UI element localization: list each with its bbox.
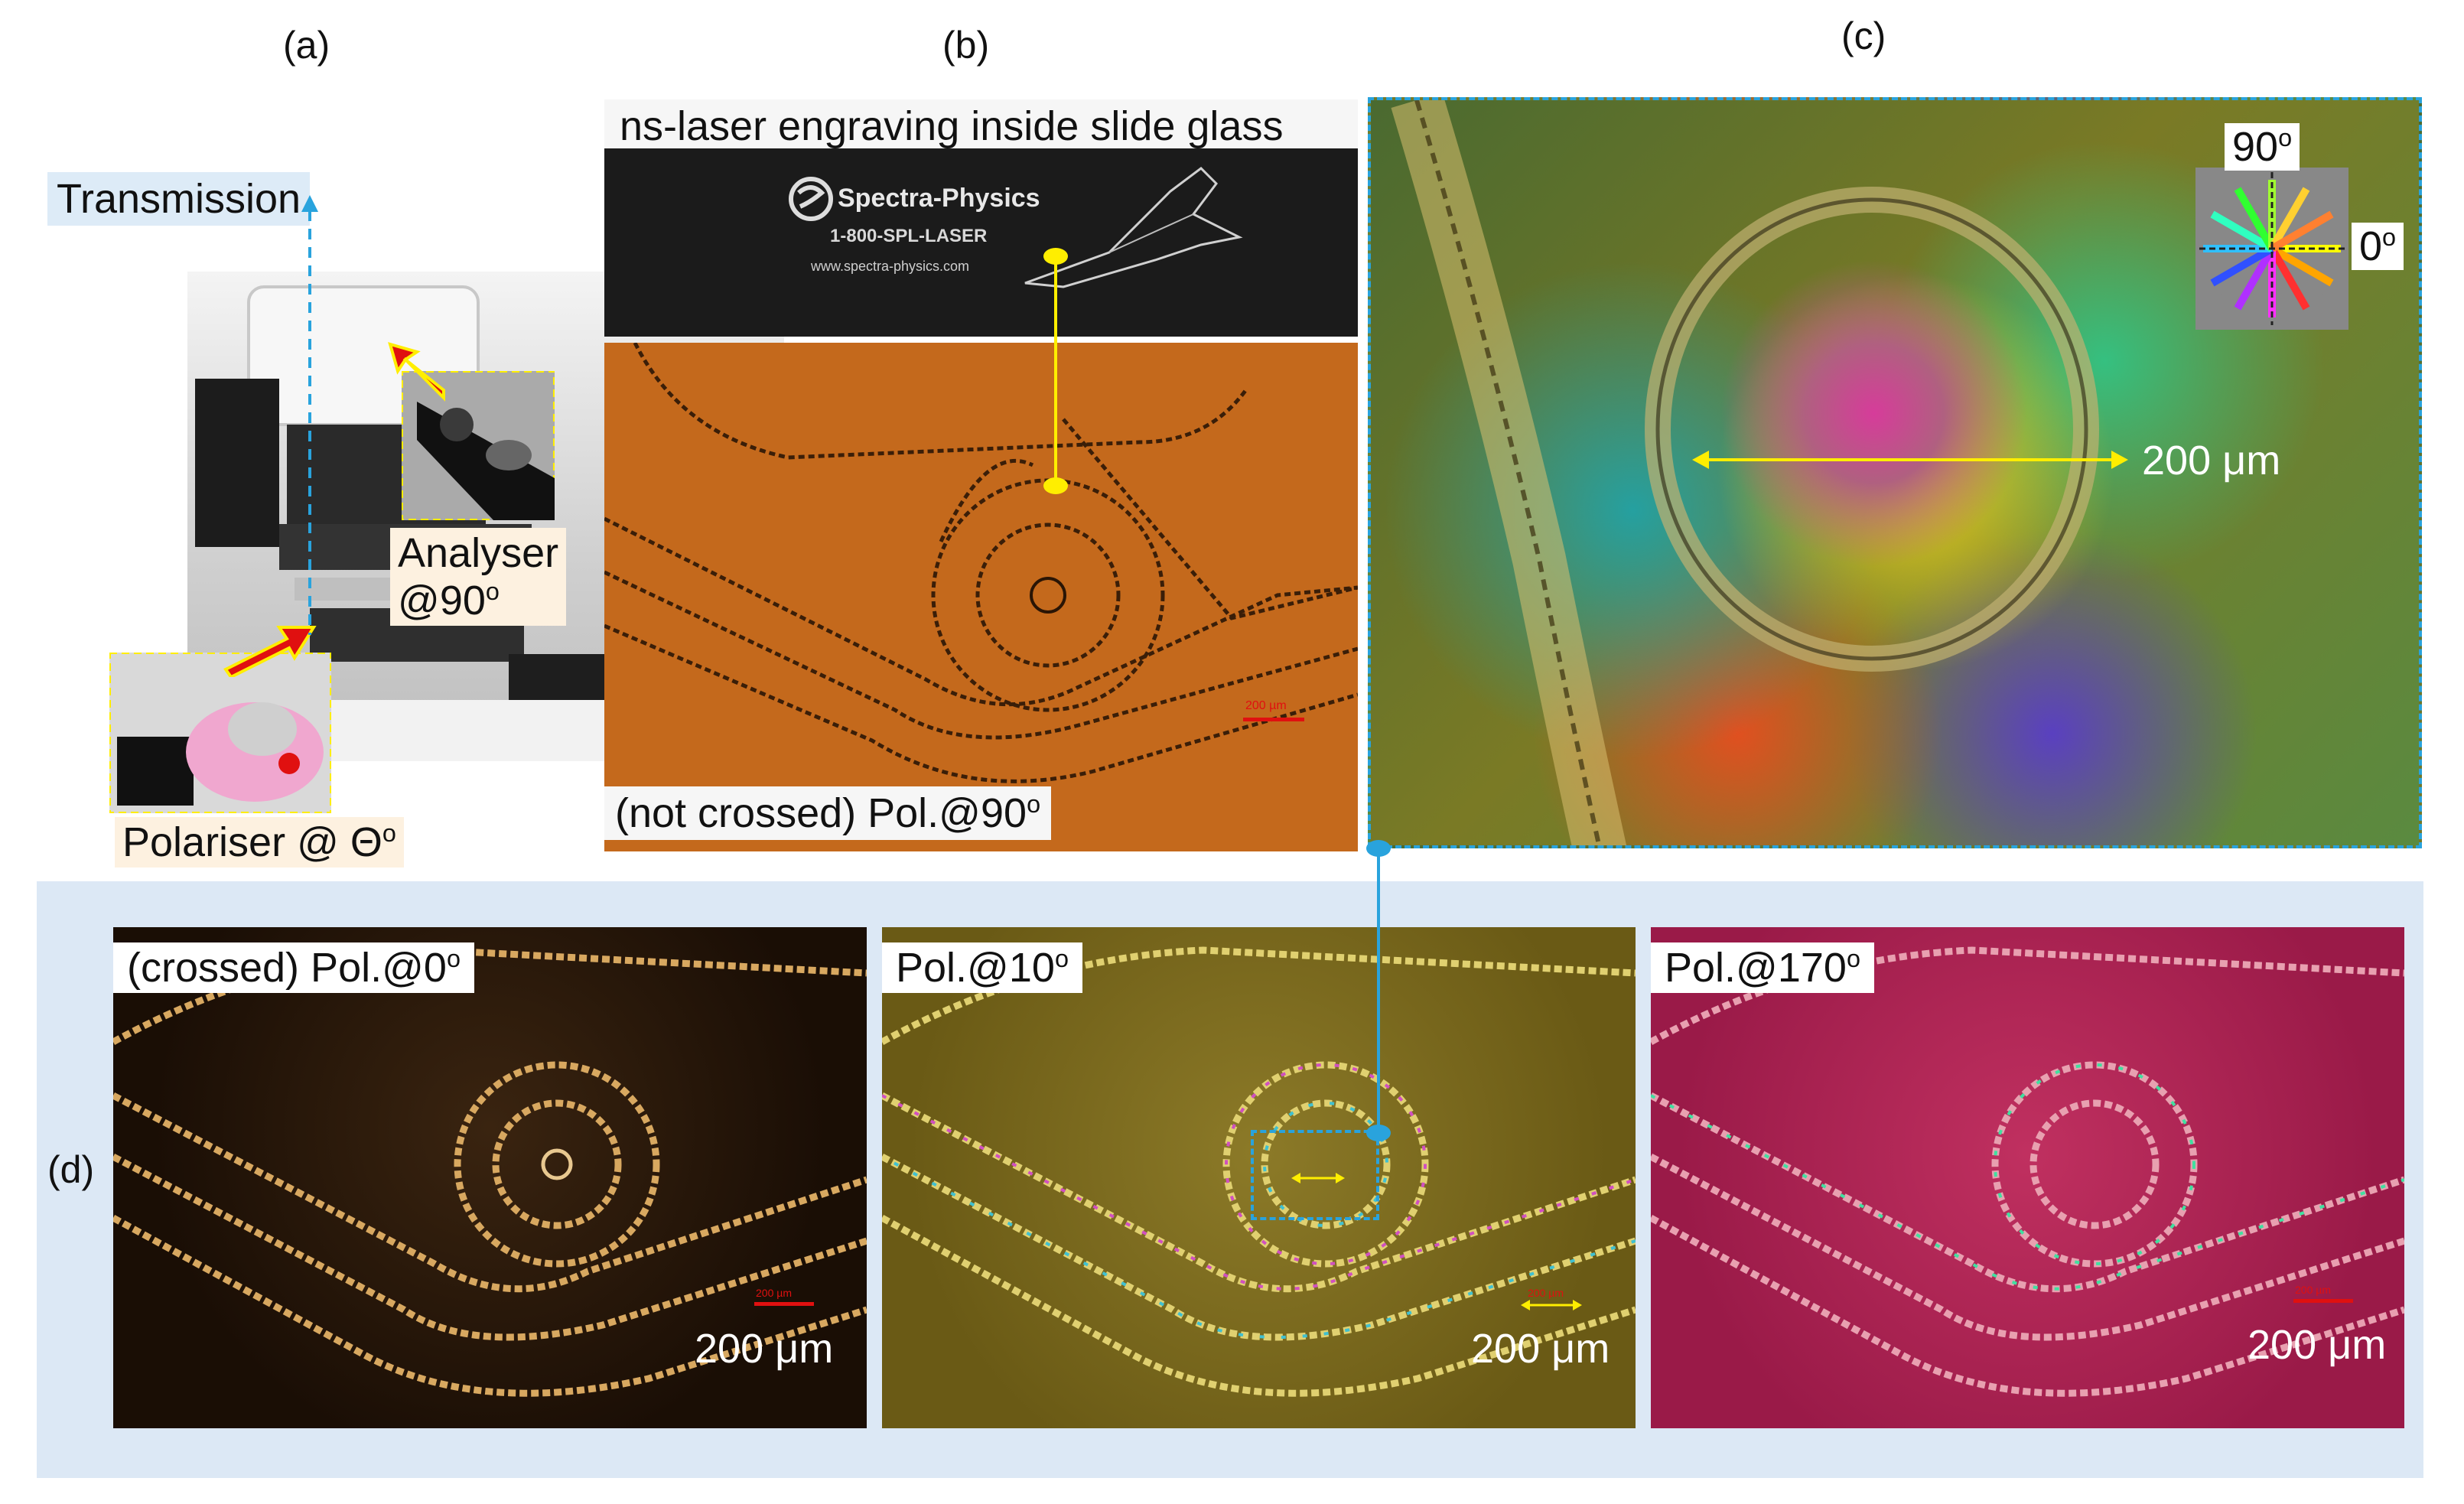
space-shuttle-engraving xyxy=(1024,167,1243,288)
blue-connector xyxy=(1366,840,1391,1141)
panel-label-a: (a) xyxy=(283,24,330,67)
micrograph-pol-10: Pol.@10o 200 µm 200 μm xyxy=(882,927,1636,1428)
transmission-label: Transmission xyxy=(57,176,301,222)
micrograph-pol-170: Pol.@170o 200 µm 200 μm xyxy=(1651,927,2404,1428)
scale-label-pol-170: 200 μm xyxy=(2248,1322,2387,1368)
angle-0-label: 0o xyxy=(2359,223,2397,269)
polar-micrograph-magnified: 90o 0o 200 μm xyxy=(1368,97,2422,848)
scale-label: 200 μm xyxy=(2142,438,2281,483)
caption-pol-0: (crossed) Pol.@0o xyxy=(127,945,461,991)
panel-label-d: (d) xyxy=(47,1148,95,1191)
engraved-slide-photo: ns-laser engraving inside slide glass Sp… xyxy=(604,99,1358,337)
polarization-wheel-icon xyxy=(2195,168,2348,330)
slide-phone: 1-800-SPL-LASER xyxy=(830,226,988,246)
panel-label-b: (b) xyxy=(942,24,990,67)
tiny-scalebar-text: 200 µm xyxy=(756,1287,792,1299)
micrograph-pol-0: (crossed) Pol.@0o 200 µm 200 μm xyxy=(113,927,867,1428)
scale-double-arrow xyxy=(1692,451,2128,469)
spectra-physics-logo-icon xyxy=(789,177,833,221)
not-crossed-micrograph: 200 µm (not crossed) Pol.@90o xyxy=(604,343,1358,851)
polariser-inset-photo xyxy=(109,653,331,813)
scale-label-pol-0: 200 μm xyxy=(695,1326,834,1372)
yellow-connector xyxy=(1043,248,1068,494)
angle-90-label: 90o xyxy=(2232,124,2293,170)
tiny-scalebar-text: 200 µm xyxy=(2295,1284,2331,1296)
scalebar-text: 200 µm xyxy=(1245,699,1287,712)
caption-pol-10: Pol.@10o xyxy=(896,945,1069,991)
analyser-angle: @90o xyxy=(398,578,500,623)
not-crossed-caption: (not crossed) Pol.@90o xyxy=(615,790,1041,836)
panel-label-c: (c) xyxy=(1841,15,1886,57)
scalebar-line xyxy=(1243,718,1304,721)
caption-pol-170: Pol.@170o xyxy=(1665,945,1860,991)
red-arrow-icon xyxy=(223,626,317,677)
red-arrow-icon xyxy=(388,342,445,402)
tiny-scalebar-text: 200 µm xyxy=(1528,1287,1564,1299)
transmission-axis-arrow xyxy=(301,195,318,635)
polariser-label: Polariser @ Θo xyxy=(122,819,396,865)
scalebar-line xyxy=(2293,1299,2353,1303)
analyser-inset-photo xyxy=(402,371,555,520)
slide-url: www.spectra-physics.com xyxy=(811,259,970,274)
scale-double-arrow xyxy=(1521,1300,1582,1310)
analyser-label: Analyser xyxy=(398,530,559,576)
scale-label-pol-10: 200 μm xyxy=(1471,1326,1610,1372)
slide-title: ns-laser engraving inside slide glass xyxy=(620,103,1284,149)
scale-double-arrow xyxy=(1291,1173,1345,1183)
slide-brand: Spectra-Physics xyxy=(838,184,1040,213)
zoom-region-box xyxy=(1251,1130,1379,1220)
scalebar-line xyxy=(754,1302,814,1306)
